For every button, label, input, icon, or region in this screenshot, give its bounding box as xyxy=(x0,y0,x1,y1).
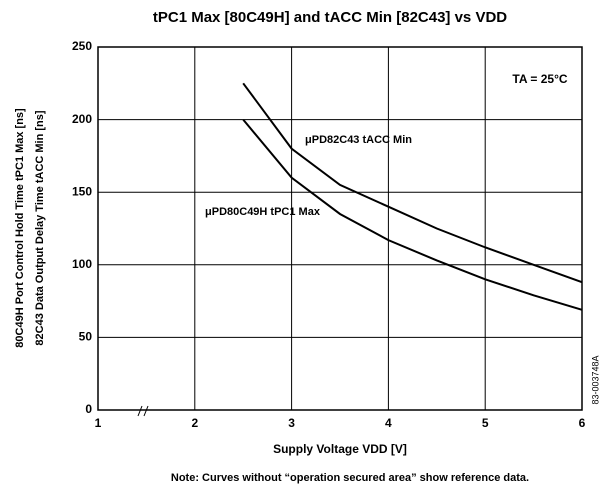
note: Note: Curves without “operation secured … xyxy=(171,472,529,484)
series-line xyxy=(242,82,583,284)
y-tick-label: 250 xyxy=(72,39,92,53)
x-tick-label: 1 xyxy=(95,416,102,430)
y-tick-label: 150 xyxy=(72,184,92,198)
annotation: TA = 25°C xyxy=(512,72,567,86)
y-tick-label: 50 xyxy=(79,330,93,344)
series-label: μPD80C49H tPC1 Max xyxy=(205,206,321,218)
y-tick-label: 100 xyxy=(72,257,92,271)
series-label: μPD82C43 tACC Min xyxy=(305,134,412,146)
y-axis-label: 82C43 Data Output Delay Time tACC Min [n… xyxy=(34,110,46,345)
y-axis-label: 80C49H Port Control Hold Time tPC1 Max [… xyxy=(14,108,26,348)
x-tick-label: 2 xyxy=(191,416,198,430)
x-tick-label: 5 xyxy=(482,416,489,430)
x-tick-label: 4 xyxy=(385,416,392,430)
chart-title: tPC1 Max [80C49H] and tACC Min [82C43] v… xyxy=(153,9,507,26)
y-tick-label: 0 xyxy=(85,402,92,416)
x-axis-label: Supply Voltage VDD [V] xyxy=(273,442,407,456)
plot-frame xyxy=(97,46,583,411)
series-line xyxy=(242,118,583,311)
y-tick-label: 200 xyxy=(72,112,92,126)
axis-break xyxy=(137,405,149,417)
x-tick-label: 6 xyxy=(579,416,586,430)
figure-code: 83-003748A xyxy=(590,355,600,404)
x-tick-label: 3 xyxy=(288,416,295,430)
